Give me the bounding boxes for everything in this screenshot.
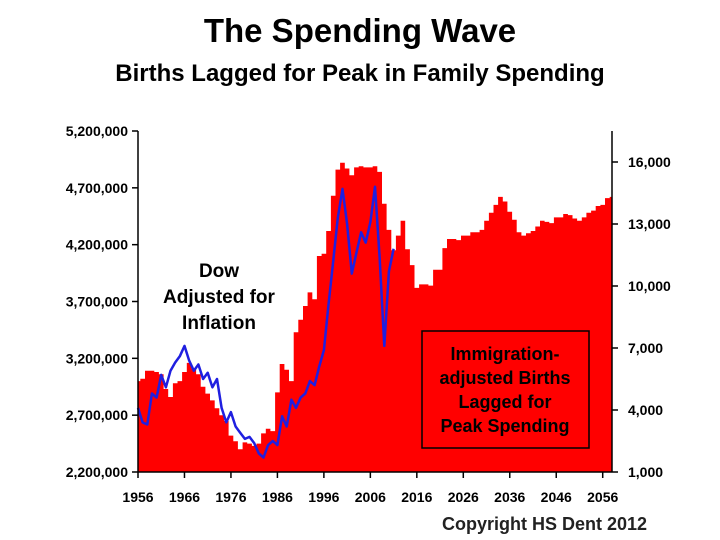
x-tick-label: 2046 (541, 489, 572, 505)
dow-annotation-line: Adjusted for (163, 287, 275, 308)
x-tick-label: 1976 (215, 489, 246, 505)
plot-area (136, 162, 612, 473)
left-y-tick-label: 5,200,000 (66, 123, 128, 139)
x-tick-label: 2006 (355, 489, 386, 505)
right-y-tick-label: 10,000 (628, 278, 671, 294)
births-annotation-box (421, 330, 590, 449)
annotations: Dow Adjusted for Inflation Immigration-adju… (163, 261, 590, 449)
copyright-notice: Copyright HS Dent 2012 (442, 514, 648, 534)
x-tick-label: 1986 (262, 489, 293, 505)
right-y-tick-label: 7,000 (628, 340, 663, 356)
right-y-tick-label: 1,000 (628, 464, 663, 480)
left-y-tick-label: 4,200,000 (66, 237, 128, 253)
births-annotation-line: Lagged for (459, 392, 552, 412)
right-y-tick-label: 16,000 (628, 154, 671, 170)
births-annotation-line: Immigration- (450, 344, 559, 364)
right-y-tick-label: 4,000 (628, 402, 663, 418)
x-tick-label: 2026 (448, 489, 479, 505)
x-tick-label: 1956 (122, 489, 153, 505)
chart-subtitle: Births Lagged for Peak in Family Spendin… (115, 60, 605, 87)
x-tick-label: 1966 (169, 489, 200, 505)
left-y-tick-label: 3,200,000 (66, 350, 128, 366)
x-tick-label: 1996 (308, 489, 339, 505)
x-tick-label: 2016 (401, 489, 432, 505)
chart-title: The Spending Wave (203, 12, 517, 49)
x-tick-label: 2056 (587, 489, 618, 505)
left-y-tick-label: 3,700,000 (66, 294, 128, 310)
x-tick-label: 2036 (494, 489, 525, 505)
births-annotation-line: adjusted Births (439, 368, 570, 388)
right-y-tick-label: 13,000 (628, 216, 671, 232)
births-annotation-line: Peak Spending (440, 416, 569, 436)
dow-annotation-line: Dow (199, 261, 239, 282)
dow-line (136, 185, 395, 459)
left-y-tick-label: 2,200,000 (66, 464, 128, 480)
axes: 1956 1966 1976 1986 1996 2006 2016 2026 2036 2046… (66, 123, 671, 505)
births-area (138, 162, 612, 473)
left-y-tick-label: 2,700,000 (66, 407, 128, 423)
left-y-tick-label: 4,700,000 (66, 180, 128, 196)
dow-annotation-line: Inflation (182, 313, 256, 334)
